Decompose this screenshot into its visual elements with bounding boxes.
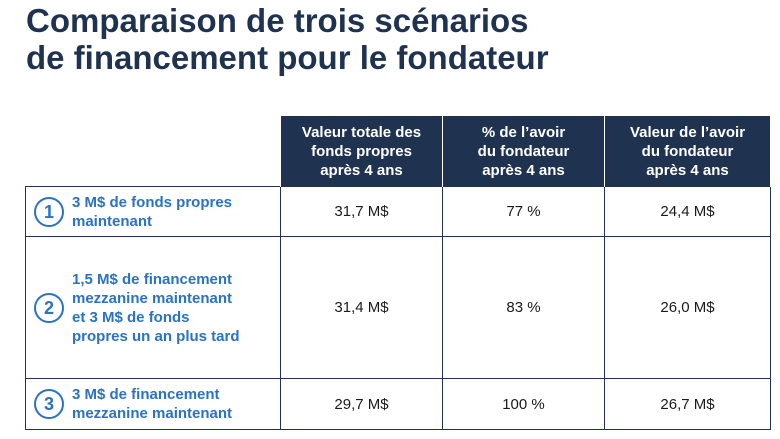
founder-equity-percent-cell: 83 % [442, 236, 605, 379]
table-row: 1 3 M$ de fonds propres maintenant 31,7 … [25, 186, 771, 237]
founder-equity-percent-cell: 77 % [442, 186, 605, 237]
header-empty-cell [25, 116, 281, 187]
table-row: 2 1,5 M$ de financement mezzanine mainte… [25, 236, 771, 379]
header-total-equity-value: Valeur totale des fonds propres après 4 … [280, 116, 443, 187]
total-equity-value-cell: 29,7 M$ [280, 378, 443, 430]
scenario-number-badge: 2 [34, 292, 64, 323]
scenario-label: 3 M$ de fonds propres maintenant [72, 193, 233, 230]
founder-equity-value-cell: 24,4 M$ [604, 186, 771, 237]
title-line-2: de financement pour le fondateur [26, 39, 549, 76]
founder-equity-value-cell: 26,0 M$ [604, 236, 771, 379]
founder-equity-percent-cell: 100 % [442, 378, 605, 430]
header-founder-equity-percent: % de l’avoir du fondateur après 4 ans [442, 116, 605, 187]
scenario-number-badge: 1 [34, 196, 64, 227]
table-header-row: Valeur totale des fonds propres après 4 … [25, 116, 771, 187]
scenario-cell: 3 3 M$ de financement mezzanine maintena… [25, 378, 281, 430]
scenario-cell: 1 3 M$ de fonds propres maintenant [25, 186, 281, 237]
header-founder-equity-value: Valeur de l’avoir du fondateur après 4 a… [604, 116, 771, 187]
scenario-cell: 2 1,5 M$ de financement mezzanine mainte… [25, 236, 281, 379]
title-line-1: Comparaison de trois scénarios [26, 2, 529, 39]
scenario-comparison-table: Valeur totale des fonds propres après 4 … [25, 116, 771, 430]
page-title: Comparaison de trois scénarios de financ… [26, 2, 549, 76]
total-equity-value-cell: 31,7 M$ [280, 186, 443, 237]
scenario-label: 3 M$ de financement mezzanine maintenant [72, 386, 233, 422]
table-row: 3 3 M$ de financement mezzanine maintena… [25, 378, 771, 430]
total-equity-value-cell: 31,4 M$ [280, 236, 443, 379]
scenario-number-badge: 3 [34, 389, 64, 419]
founder-equity-value-cell: 26,7 M$ [604, 378, 771, 430]
scenario-label: 1,5 M$ de financement mezzanine maintena… [72, 270, 240, 345]
